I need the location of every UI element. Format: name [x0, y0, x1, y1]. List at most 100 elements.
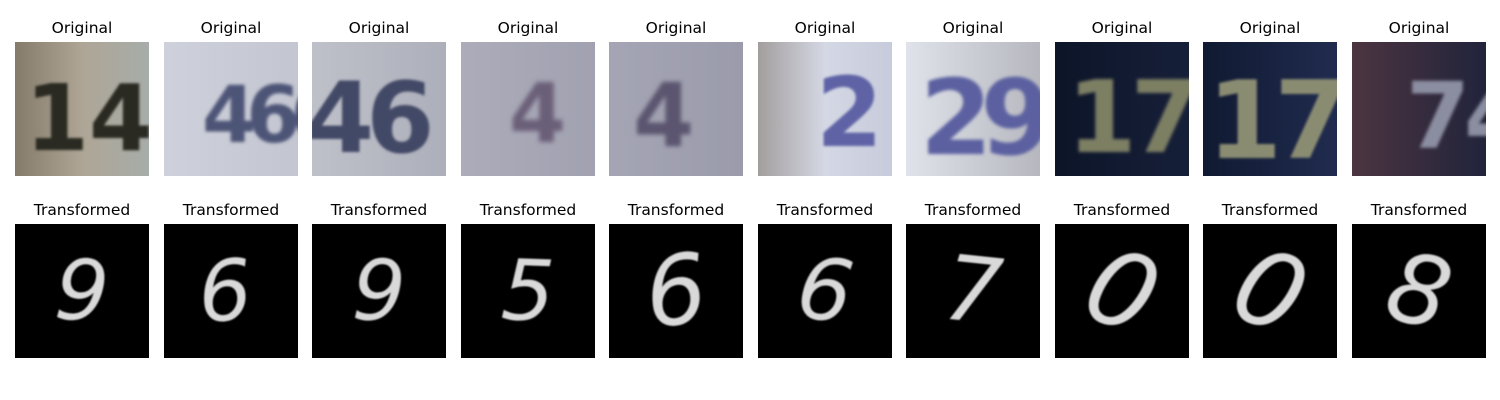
original-image: 14: [15, 42, 149, 176]
original-panel: Original 4: [609, 14, 743, 176]
original-row: Original 14 Original 466 Original 46 Ori…: [0, 14, 1500, 176]
panel-title: Transformed: [182, 201, 280, 219]
photo-tint: [15, 42, 149, 176]
transformed-digit-image: 6: [609, 224, 743, 358]
panel-title: Transformed: [33, 201, 131, 219]
panel-title: Transformed: [1073, 201, 1171, 219]
original-panel: Original 46: [312, 14, 446, 176]
original-image: 17: [1055, 42, 1189, 176]
original-photo: 29: [906, 42, 1040, 176]
panel-title: Transformed: [1221, 201, 1319, 219]
panel-title: Transformed: [924, 201, 1022, 219]
photo-tint: [164, 42, 298, 176]
image-background: [1055, 224, 1189, 358]
image-background: [1352, 224, 1486, 358]
photo-digits: 466: [202, 71, 298, 161]
panel-title: Original: [942, 19, 1004, 37]
panel-title: Transformed: [776, 201, 874, 219]
photo-digits: 4: [633, 64, 694, 167]
original-photo: 74: [1352, 42, 1486, 176]
photo-tint: [461, 42, 595, 176]
handwritten-digit: 6: [195, 241, 255, 342]
transformed-image: 8: [1352, 224, 1486, 358]
photo-digits: 17: [1067, 59, 1189, 176]
image-background: [461, 224, 595, 358]
transformed-image: 6: [758, 224, 892, 358]
panel-title: Original: [1091, 19, 1153, 37]
transformed-image: 5: [461, 224, 595, 358]
transformed-digit-image: 6: [164, 224, 298, 358]
transformed-image: 9: [15, 224, 149, 358]
image-background: [1203, 224, 1337, 358]
handwritten-digit: 9: [52, 240, 112, 341]
panel-title: Original: [51, 19, 113, 37]
transformed-panel: Transformed 8: [1352, 196, 1486, 358]
photo-digits: 14: [25, 65, 149, 172]
panel-title: Transformed: [1370, 201, 1468, 219]
panel-title: Original: [1239, 19, 1301, 37]
transformed-panel: Transformed 6: [609, 196, 743, 358]
photo-tint: [312, 42, 446, 176]
photo-digits: 29: [920, 57, 1040, 176]
transformed-image: 0: [1055, 224, 1189, 358]
panel-title: Original: [794, 19, 856, 37]
transformed-panel: Transformed 5: [461, 196, 595, 358]
original-panel: Original 74: [1352, 14, 1486, 176]
photo-digits: 74: [1406, 63, 1486, 170]
transformed-panel: Transformed 9: [312, 196, 446, 358]
image-background: [609, 224, 743, 358]
photo-tint: [1203, 42, 1337, 176]
image-background: [758, 224, 892, 358]
image-background: [15, 224, 149, 358]
original-image: 74: [1352, 42, 1486, 176]
original-panel: Original 4: [461, 14, 595, 176]
original-image: 2: [758, 42, 892, 176]
original-image: 17: [1203, 42, 1337, 176]
panel-title: Original: [348, 19, 410, 37]
image-background: [164, 224, 298, 358]
transformed-panel: Transformed 0: [1055, 196, 1189, 358]
transformed-panel: Transformed 7: [906, 196, 1040, 358]
transformed-digit-image: 5: [461, 224, 595, 358]
photo-digits: 4: [509, 67, 566, 162]
original-photo: 17: [1055, 42, 1189, 176]
photo-digits: 46: [312, 62, 429, 176]
photo-digits: 2: [816, 57, 883, 169]
transformed-image: 6: [609, 224, 743, 358]
photo-tint: [609, 42, 743, 176]
original-panel: Original 2: [758, 14, 892, 176]
transformed-image: 0: [1203, 224, 1337, 358]
transformed-digit-image: 0: [1203, 224, 1337, 358]
original-panel: Original 29: [906, 14, 1040, 176]
transformed-digit-image: 9: [15, 224, 149, 358]
transformed-digit-image: 9: [312, 224, 446, 358]
original-photo: 46: [312, 42, 446, 176]
original-panel: Original 14: [15, 14, 149, 176]
transformed-digit-image: 0: [1055, 224, 1189, 358]
panel-title: Transformed: [627, 201, 725, 219]
handwritten-digit: 7: [939, 236, 1007, 346]
photo-digits: 17: [1207, 59, 1337, 176]
original-image: 29: [906, 42, 1040, 176]
original-image: 46: [312, 42, 446, 176]
transformed-panel: Transformed 0: [1203, 196, 1337, 358]
image-background: [312, 224, 446, 358]
transformed-digit-image: 8: [1352, 224, 1486, 358]
original-photo: 17: [1203, 42, 1337, 176]
original-photo: 4: [609, 42, 743, 176]
original-panel: Original 17: [1055, 14, 1189, 176]
original-photo: 2: [758, 42, 892, 176]
original-photo: 14: [15, 42, 149, 176]
photo-tint: [758, 42, 892, 176]
handwritten-digit: 9: [351, 241, 408, 341]
transformed-image: 7: [906, 224, 1040, 358]
transformed-panel: Transformed 6: [164, 196, 298, 358]
photo-tint: [906, 42, 1040, 176]
original-photo: 466: [164, 42, 298, 176]
transformed-row: Transformed 9 Transformed 6 Transformed …: [0, 196, 1500, 358]
original-image: 4: [461, 42, 595, 176]
original-panel: Original 17: [1203, 14, 1337, 176]
panel-title: Transformed: [330, 201, 428, 219]
panel-title: Original: [497, 19, 559, 37]
transformed-image: 9: [312, 224, 446, 358]
